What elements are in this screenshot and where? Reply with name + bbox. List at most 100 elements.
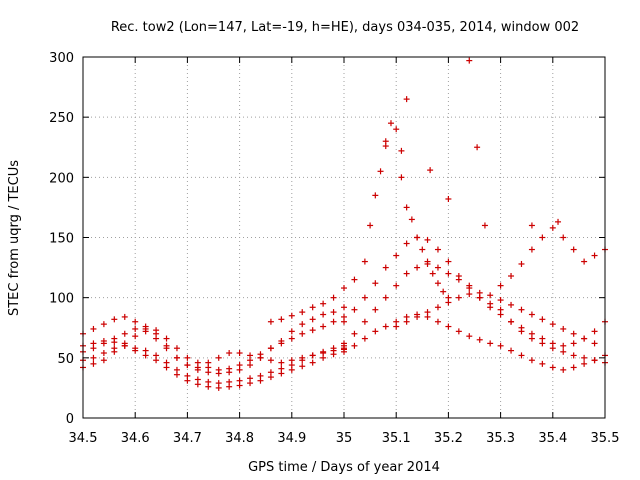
data-point xyxy=(142,325,149,332)
data-point xyxy=(424,236,431,243)
data-point xyxy=(539,335,546,342)
data-point xyxy=(549,321,556,328)
data-point xyxy=(100,350,107,357)
data-point xyxy=(267,318,274,325)
data-point xyxy=(267,345,274,352)
data-point xyxy=(487,340,494,347)
data-point xyxy=(497,342,504,349)
data-point xyxy=(508,301,515,308)
data-point xyxy=(539,360,546,367)
data-point xyxy=(288,335,295,342)
x-tick-label: 34.6 xyxy=(121,431,150,446)
data-point xyxy=(570,330,577,337)
data-point xyxy=(111,345,118,352)
data-point xyxy=(351,330,358,337)
data-point xyxy=(508,273,515,280)
data-point xyxy=(570,364,577,371)
data-point xyxy=(427,167,434,174)
data-point xyxy=(570,352,577,359)
data-point xyxy=(278,316,285,323)
data-point xyxy=(361,258,368,265)
data-point xyxy=(497,297,504,304)
data-point xyxy=(278,340,285,347)
x-tick-label: 35.5 xyxy=(591,431,620,446)
y-tick-label: 200 xyxy=(49,171,74,186)
data-point xyxy=(424,309,431,316)
data-point xyxy=(393,282,400,289)
data-point xyxy=(257,377,264,384)
data-point xyxy=(194,364,201,371)
data-point xyxy=(528,311,535,318)
x-tick-label: 35.4 xyxy=(538,431,567,446)
data-point xyxy=(194,381,201,388)
data-point xyxy=(288,312,295,319)
data-point xyxy=(288,366,295,373)
data-point xyxy=(111,316,118,323)
data-point xyxy=(539,316,546,323)
axis-ticks: 34.5 34.6 34.7 34.8 34.9 35 35.1 35.2 35.3 35.4 35… xyxy=(49,51,619,446)
data-point xyxy=(299,321,306,328)
data-point xyxy=(330,309,337,316)
data-point xyxy=(215,354,222,361)
data-point xyxy=(581,335,588,342)
data-point xyxy=(226,350,233,357)
data-point xyxy=(560,348,567,355)
data-point xyxy=(153,335,160,342)
data-point xyxy=(90,360,97,367)
data-point xyxy=(403,318,410,325)
data-point xyxy=(257,354,264,361)
data-point xyxy=(361,335,368,342)
data-point xyxy=(445,299,452,306)
data-point xyxy=(549,364,556,371)
data-point xyxy=(445,270,452,277)
data-point xyxy=(466,333,473,340)
data-point xyxy=(403,270,410,277)
x-tick-label: 35.3 xyxy=(486,431,515,446)
data-point xyxy=(320,311,327,318)
data-point xyxy=(581,258,588,265)
data-point xyxy=(581,354,588,361)
data-point xyxy=(434,318,441,325)
data-point xyxy=(372,192,379,199)
y-tick-label: 150 xyxy=(49,232,74,247)
data-point xyxy=(528,246,535,253)
data-point xyxy=(414,264,421,271)
grid xyxy=(83,57,605,418)
y-tick-label: 250 xyxy=(49,111,74,126)
data-point xyxy=(341,318,347,325)
data-point xyxy=(351,306,358,313)
data-point xyxy=(267,357,274,364)
data-point xyxy=(247,352,254,359)
data-point xyxy=(591,340,598,347)
data-point xyxy=(528,330,535,337)
data-point xyxy=(184,354,191,361)
data-point xyxy=(309,327,316,334)
data-point xyxy=(226,383,233,390)
data-point xyxy=(320,323,327,330)
data-point xyxy=(414,234,421,241)
data-point xyxy=(518,352,525,359)
data-point xyxy=(403,240,410,247)
data-point xyxy=(591,357,598,364)
data-point xyxy=(309,359,316,366)
chart-title: Rec. tow2 (Lon=147, Lat=-19, h=HE), days… xyxy=(111,20,579,35)
data-point xyxy=(591,252,598,259)
data-point xyxy=(560,234,567,241)
data-point xyxy=(487,304,494,311)
data-point xyxy=(351,342,358,349)
y-axis-label: STEC from uqrg / TECUs xyxy=(7,160,22,316)
data-point xyxy=(476,336,483,343)
data-point xyxy=(309,352,316,359)
data-point xyxy=(132,325,139,332)
data-point xyxy=(100,337,107,344)
data-point xyxy=(408,216,415,223)
data-point xyxy=(518,324,525,331)
data-point xyxy=(153,327,160,334)
data-point xyxy=(341,340,347,347)
data-point xyxy=(474,144,481,151)
data-point xyxy=(341,285,347,292)
data-point xyxy=(445,195,452,202)
data-point xyxy=(236,382,243,389)
data-point xyxy=(455,294,462,301)
data-point xyxy=(247,380,254,387)
